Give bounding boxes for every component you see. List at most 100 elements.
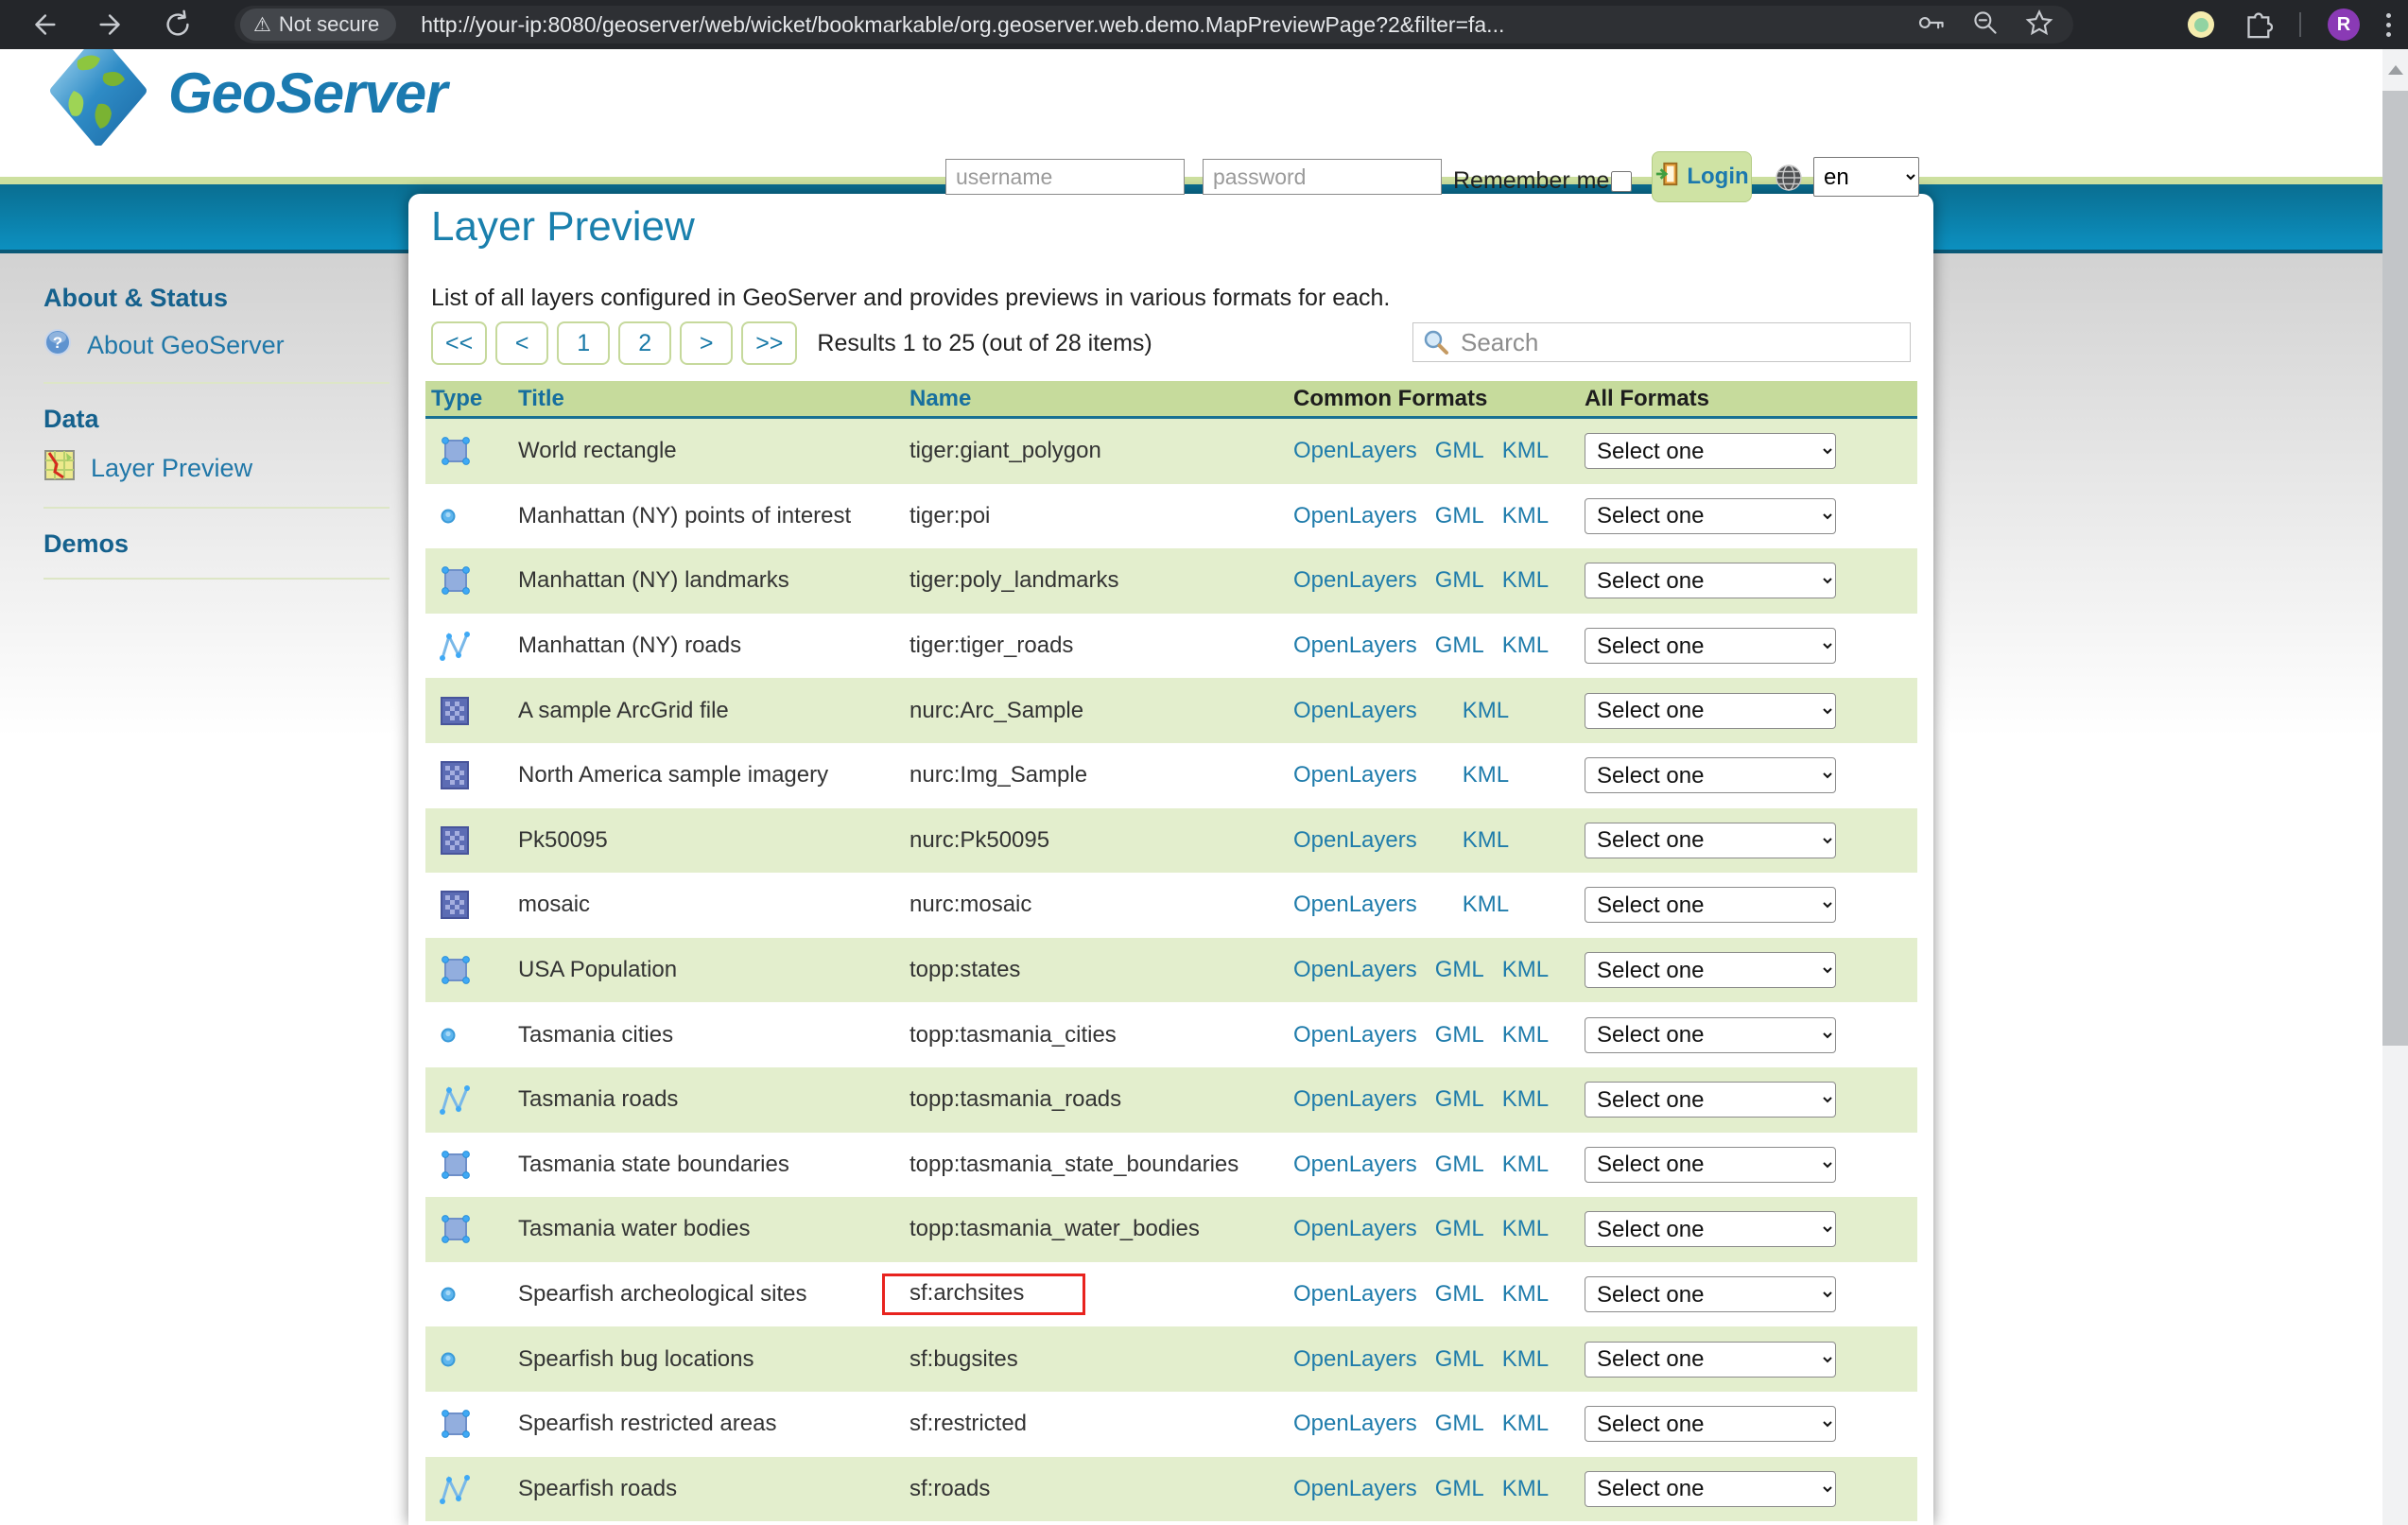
format-link-gml[interactable]: GML: [1434, 438, 1484, 464]
globe-logo-icon: [49, 35, 147, 150]
all-formats-select[interactable]: Select one: [1585, 1276, 1836, 1313]
format-link-kml[interactable]: KML: [1501, 1411, 1550, 1437]
format-link-openlayers[interactable]: OpenLayers: [1293, 1345, 1417, 1372]
format-link-gml[interactable]: GML: [1434, 633, 1484, 659]
format-link-gml[interactable]: GML: [1434, 1151, 1484, 1177]
format-link-gml[interactable]: GML: [1434, 1411, 1484, 1437]
bookmark-star-icon[interactable]: [2024, 8, 2054, 43]
format-link-kml[interactable]: KML: [1501, 1151, 1550, 1177]
all-formats-select[interactable]: Select one: [1585, 433, 1836, 470]
format-link-kml[interactable]: KML: [1501, 1021, 1550, 1048]
format-link-gml[interactable]: GML: [1434, 1475, 1484, 1501]
format-link-kml[interactable]: KML: [1501, 502, 1550, 529]
all-formats-select[interactable]: Select one: [1585, 887, 1836, 924]
all-formats-cell: Select one: [1585, 497, 1917, 534]
format-link-openlayers[interactable]: OpenLayers: [1293, 1216, 1417, 1242]
format-link-openlayers[interactable]: OpenLayers: [1293, 892, 1417, 918]
format-link-kml[interactable]: KML: [1501, 1216, 1550, 1242]
page-2-button[interactable]: 2: [618, 321, 672, 365]
language-select[interactable]: en: [1813, 157, 1919, 197]
not-secure-chip[interactable]: ⚠ Not secure: [240, 9, 397, 41]
zoom-out-icon[interactable]: [1971, 9, 2000, 42]
chrome-menu-icon[interactable]: [2386, 12, 2391, 37]
format-link-kml[interactable]: KML: [1462, 892, 1510, 918]
format-link-openlayers[interactable]: OpenLayers: [1293, 826, 1417, 853]
format-link-openlayers[interactable]: OpenLayers: [1293, 1411, 1417, 1437]
format-link-openlayers[interactable]: OpenLayers: [1293, 957, 1417, 983]
extensions-icon[interactable]: [2241, 7, 2274, 43]
format-link-openlayers[interactable]: OpenLayers: [1293, 1151, 1417, 1177]
column-header-type[interactable]: Type: [431, 385, 483, 411]
all-formats-select[interactable]: Select one: [1585, 1211, 1836, 1248]
all-formats-select[interactable]: Select one: [1585, 628, 1836, 665]
all-formats-select[interactable]: Select one: [1585, 822, 1836, 858]
url-text[interactable]: http://your-ip:8080/geoserver/web/wicket…: [421, 11, 1505, 37]
remember-me-checkbox[interactable]: [1611, 171, 1632, 192]
format-link-gml[interactable]: GML: [1434, 1345, 1484, 1372]
format-link-kml[interactable]: KML: [1501, 567, 1550, 594]
format-link-openlayers[interactable]: OpenLayers: [1293, 502, 1417, 529]
first-page-button[interactable]: <<: [431, 321, 488, 365]
scroll-up-arrow[interactable]: [2382, 59, 2408, 81]
format-link-kml[interactable]: KML: [1501, 1475, 1550, 1501]
format-link-kml[interactable]: KML: [1501, 633, 1550, 659]
format-link-openlayers[interactable]: OpenLayers: [1293, 633, 1417, 659]
format-link-openlayers[interactable]: OpenLayers: [1293, 438, 1417, 464]
all-formats-select[interactable]: Select one: [1585, 952, 1836, 989]
format-link-gml[interactable]: GML: [1434, 567, 1484, 594]
format-link-openlayers[interactable]: OpenLayers: [1293, 1475, 1417, 1501]
back-icon[interactable]: [26, 8, 61, 42]
format-link-openlayers[interactable]: OpenLayers: [1293, 697, 1417, 723]
all-formats-select[interactable]: Select one: [1585, 1470, 1836, 1507]
format-link-openlayers[interactable]: OpenLayers: [1293, 762, 1417, 788]
format-link-gml[interactable]: GML: [1434, 1021, 1484, 1048]
forward-icon[interactable]: [95, 8, 129, 42]
page-scrollbar[interactable]: [2382, 49, 2408, 1525]
next-page-button[interactable]: >: [680, 321, 734, 365]
format-link-openlayers[interactable]: OpenLayers: [1293, 567, 1417, 594]
all-formats-select[interactable]: Select one: [1585, 1341, 1836, 1378]
last-page-button[interactable]: >>: [741, 321, 798, 365]
sidebar-item-about-geoserver[interactable]: ? About GeoServer: [43, 328, 408, 363]
format-link-gml[interactable]: GML: [1434, 502, 1484, 529]
format-link-gml[interactable]: GML: [1434, 957, 1484, 983]
reload-icon[interactable]: [161, 8, 195, 42]
search-input[interactable]: [1412, 322, 1911, 362]
all-formats-select[interactable]: Select one: [1585, 1016, 1836, 1053]
sidebar-item-layer-preview[interactable]: Layer Preview: [43, 449, 408, 488]
password-field[interactable]: [1203, 159, 1442, 195]
password-key-icon[interactable]: [1916, 8, 1947, 43]
format-link-gml[interactable]: GML: [1434, 1086, 1484, 1113]
page-1-button[interactable]: 1: [557, 321, 611, 365]
login-button[interactable]: Login: [1652, 151, 1752, 202]
status-dot-icon[interactable]: [2188, 11, 2214, 38]
prev-page-button[interactable]: <: [495, 321, 549, 365]
format-link-openlayers[interactable]: OpenLayers: [1293, 1281, 1417, 1308]
all-formats-select[interactable]: Select one: [1585, 757, 1836, 794]
format-link-kml[interactable]: KML: [1501, 1281, 1550, 1308]
all-formats-select[interactable]: Select one: [1585, 1082, 1836, 1118]
column-header-title[interactable]: Title: [518, 385, 564, 411]
profile-avatar[interactable]: R: [2328, 9, 2360, 41]
column-header-name[interactable]: Name: [909, 385, 972, 411]
format-link-kml[interactable]: KML: [1501, 1345, 1550, 1372]
all-formats-select[interactable]: Select one: [1585, 692, 1836, 729]
all-formats-select[interactable]: Select one: [1585, 1406, 1836, 1443]
format-link-kml[interactable]: KML: [1462, 697, 1510, 723]
format-link-kml[interactable]: KML: [1501, 1086, 1550, 1113]
format-link-gml[interactable]: GML: [1434, 1281, 1484, 1308]
format-link-gml[interactable]: GML: [1434, 1216, 1484, 1242]
all-formats-select[interactable]: Select one: [1585, 563, 1836, 599]
username-field[interactable]: [945, 159, 1185, 195]
format-link-kml[interactable]: KML: [1462, 762, 1510, 788]
format-link-openlayers[interactable]: OpenLayers: [1293, 1021, 1417, 1048]
pagination: << <1 2 > >> Results 1 to 25 (out of 28 item…: [431, 321, 1152, 366]
format-link-kml[interactable]: KML: [1501, 438, 1550, 464]
scrollbar-thumb[interactable]: [2382, 91, 2408, 1046]
format-link-openlayers[interactable]: OpenLayers: [1293, 1086, 1417, 1113]
format-link-kml[interactable]: KML: [1462, 826, 1510, 853]
format-link-kml[interactable]: KML: [1501, 957, 1550, 983]
all-formats-select[interactable]: Select one: [1585, 497, 1836, 534]
all-formats-select[interactable]: Select one: [1585, 1146, 1836, 1183]
url-bar[interactable]: ⚠ Not secure http://your-ip:8080/geoserv…: [234, 6, 2073, 43]
